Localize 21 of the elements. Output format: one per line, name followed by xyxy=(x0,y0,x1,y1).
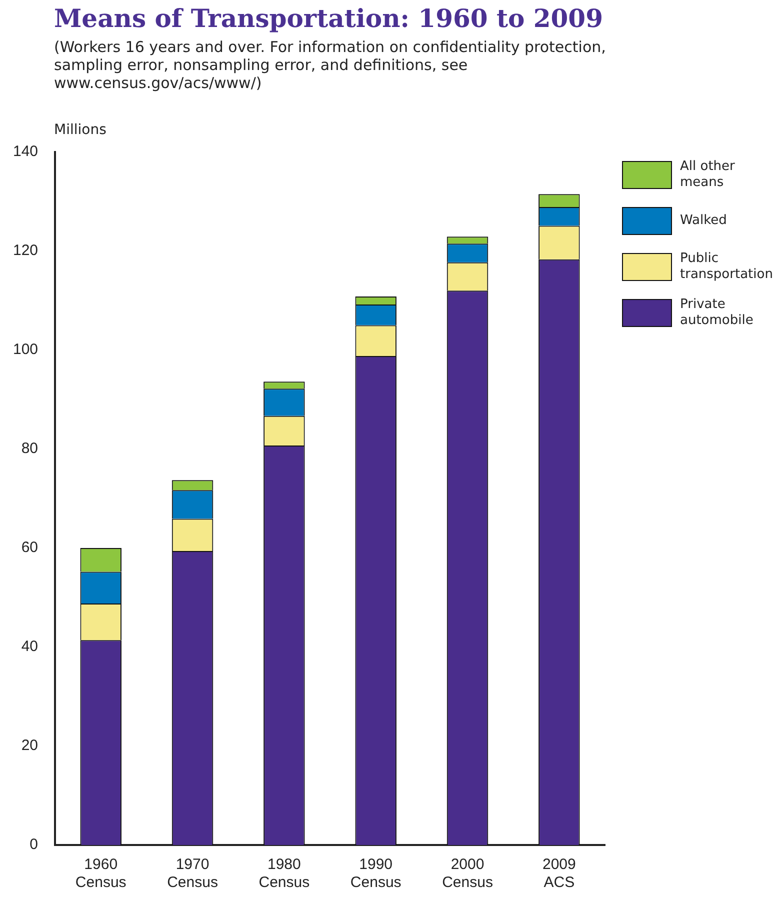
y-tick-label: 100 xyxy=(12,341,38,358)
x-tick-label: 2009 ACS xyxy=(542,856,576,892)
legend-label: All other means xyxy=(680,159,736,191)
chart-subtitle: (Workers 16 years and over. For information on confidentiality protection, sampling error, nonsampling error, and definitions, see www.census.gov/acs/www/) xyxy=(54,38,607,92)
y-tick-label: 0 xyxy=(30,836,38,854)
x-tick-label: 1990 Census xyxy=(350,856,402,892)
y-axis-title: Millions xyxy=(54,122,106,138)
y-tick-label: 60 xyxy=(21,539,38,556)
x-tick-label: 2000 Census xyxy=(442,856,493,892)
y-tick-label: 120 xyxy=(12,242,38,260)
y-tick-label: 140 xyxy=(12,143,38,160)
x-tick-label: 1980 Census xyxy=(258,856,310,892)
legend-label: Private automobile xyxy=(680,297,754,329)
x-tick-label: 1970 Census xyxy=(167,856,218,892)
x-tick-label: 1960 Census xyxy=(75,856,126,892)
y-tick-label: 20 xyxy=(21,737,38,754)
legend-label: Public transportation xyxy=(680,251,773,283)
chart-title: Means of Transportation: 1960 to 2009 xyxy=(54,4,603,33)
legend-label: Walked xyxy=(680,213,727,229)
y-tick-label: 80 xyxy=(21,440,38,458)
y-tick-label: 40 xyxy=(21,638,38,656)
